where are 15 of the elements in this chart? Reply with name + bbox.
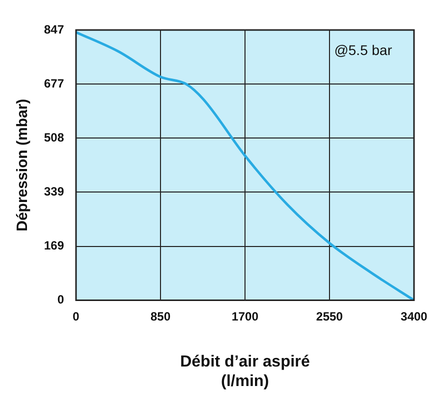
x-tick-label: 1700 — [232, 310, 259, 324]
y-tick-label: 677 — [44, 76, 64, 91]
x-tick-label: 2550 — [316, 310, 344, 324]
annotation: @5.5 bar — [334, 42, 392, 58]
y-tick-label: 0 — [57, 292, 64, 307]
y-axis-title: Dépression (mbar) — [14, 98, 32, 232]
x-tick-label: 0 — [72, 310, 80, 324]
y-tick-label: 339 — [44, 184, 64, 198]
line-series — [76, 30, 414, 300]
x-axis-title: Débit d’air aspiré (l/min) — [180, 354, 310, 390]
y-tick-label: 508 — [44, 130, 64, 144]
x-tick-label: 3400 — [400, 310, 428, 324]
y-tick-label: 169 — [44, 238, 64, 253]
y-tick-label: 847 — [44, 22, 64, 36]
x-tick-label: 850 — [150, 310, 171, 324]
